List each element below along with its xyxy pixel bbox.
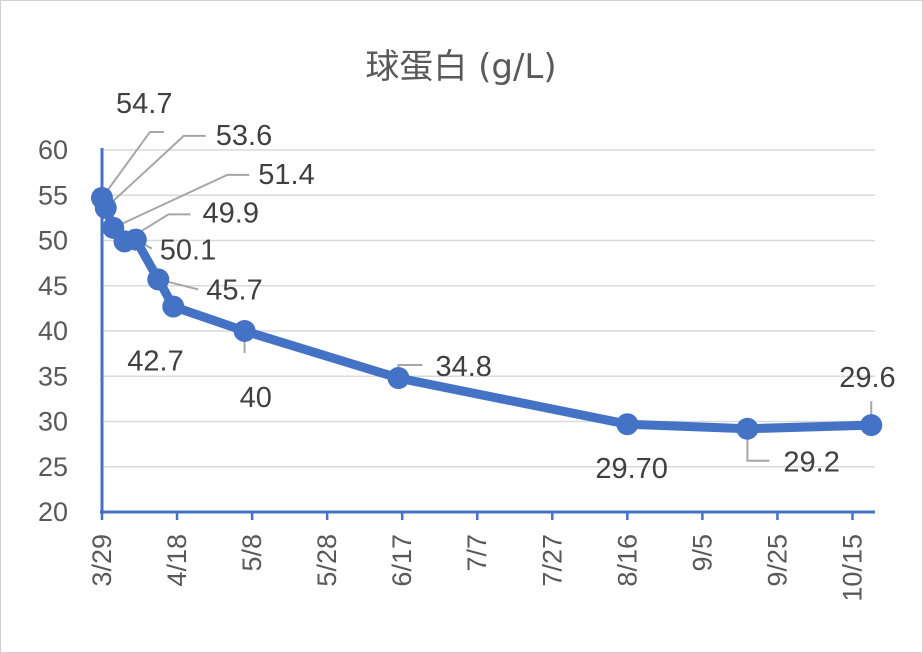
axes: 20 25 30 35 40 45 50 55 60 3/29 4/18 5/8 5/28 6/17 7/7… <box>38 135 875 602</box>
data-label: 40 <box>240 382 272 414</box>
series-line-layer <box>97 193 876 434</box>
data-labels: 54.7 53.6 51.4 49.9 50.1 45.7 42.7 40 34.8 29.70 2… <box>116 88 896 485</box>
x-tick-label: 9/5 <box>687 534 717 572</box>
data-label: 34.8 <box>435 351 491 383</box>
x-tick-label: 4/18 <box>162 534 192 587</box>
data-label: 45.7 <box>206 274 262 306</box>
data-label: 50.1 <box>160 235 216 267</box>
data-label: 54.7 <box>116 88 172 120</box>
x-tick-label: 6/17 <box>387 534 417 587</box>
data-points <box>91 186 883 440</box>
x-tick-label: 7/7 <box>462 534 492 572</box>
y-tick-label: 50 <box>38 226 68 256</box>
data-label: 49.9 <box>203 197 259 229</box>
x-tick-label: 5/8 <box>237 534 267 572</box>
x-tick-label: 9/25 <box>762 534 792 587</box>
data-label-leader <box>101 130 164 199</box>
x-tick-label: 3/29 <box>87 534 117 587</box>
data-point <box>233 320 256 342</box>
y-tick-label: 25 <box>38 452 68 482</box>
data-label: 29.70 <box>595 453 668 485</box>
y-tick-label: 40 <box>38 316 68 346</box>
data-label-leader <box>112 173 250 229</box>
data-point <box>147 268 170 291</box>
data-point <box>736 417 759 440</box>
data-point <box>616 413 639 436</box>
data-point <box>162 295 185 318</box>
y-tick-label: 55 <box>38 180 68 210</box>
y-tick-label: 60 <box>38 135 68 165</box>
data-point <box>124 228 147 251</box>
y-tick-label: 30 <box>38 407 68 437</box>
x-tick-label: 8/16 <box>612 534 642 587</box>
y-tick-label: 45 <box>38 271 68 301</box>
data-label-leader <box>105 134 206 209</box>
data-label: 53.6 <box>216 120 272 152</box>
data-point <box>387 367 410 390</box>
data-point <box>860 414 883 437</box>
x-tick-label: 5/28 <box>312 534 342 587</box>
y-tick-label: 20 <box>38 497 68 527</box>
x-tick-label: 10/15 <box>837 534 867 602</box>
data-label: 29.6 <box>839 362 895 394</box>
y-tick-label: 35 <box>38 361 68 391</box>
data-point <box>94 196 117 219</box>
data-label: 42.7 <box>127 346 183 378</box>
data-label: 29.2 <box>783 447 839 479</box>
x-tick-label: 7/27 <box>537 534 567 587</box>
chart-title: 球蛋白 (g/L) <box>365 47 556 87</box>
data-label: 51.4 <box>258 159 314 191</box>
series-line <box>97 193 876 434</box>
